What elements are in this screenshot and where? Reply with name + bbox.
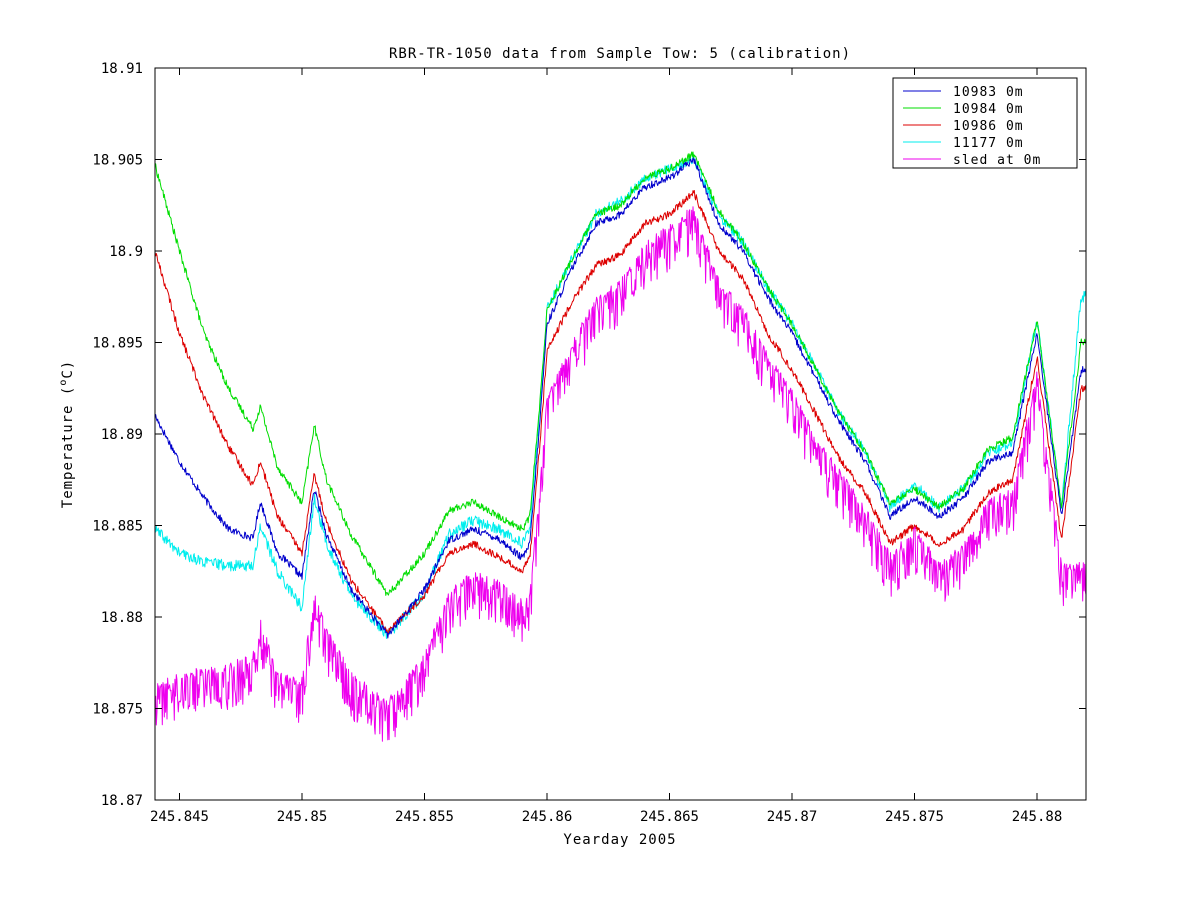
series-line-5 — [155, 206, 1086, 742]
y-tick-label: 18.88 — [101, 610, 143, 626]
x-tick-label: 245.85 — [277, 809, 328, 825]
x-tick-label: 245.87 — [767, 809, 818, 825]
x-tick-label: 245.845 — [150, 809, 209, 825]
legend: 10983 0m 10984 0m 10986 0m 11177 0m sled at … — [892, 77, 1078, 169]
x-axis: 245.845 245.85 245.855 245.86 245.865 245.87 2… — [150, 68, 1062, 825]
legend-box — [892, 77, 1078, 169]
legend-label: 10983 0m — [953, 85, 1024, 100]
x-tick-label: 245.875 — [885, 809, 944, 825]
y-axis-label: Temperature (oC) — [58, 360, 76, 508]
y-tick-label: 18.905 — [92, 153, 143, 169]
y-axis-label-text: Temperature ( — [60, 386, 76, 509]
y-tick-label: 18.885 — [92, 519, 143, 535]
y-axis: 18.87 18.875 18.88 18.885 18.89 18.895 18.9 18.… — [92, 61, 1086, 809]
series-line-2 — [155, 151, 1086, 596]
y-tick-label: 18.895 — [92, 336, 143, 352]
series-line-3 — [155, 190, 1086, 635]
y-tick-label: 18.89 — [101, 427, 143, 443]
x-tick-label: 245.865 — [640, 809, 699, 825]
y-tick-label: 18.875 — [92, 702, 143, 718]
y-tick-label: 18.91 — [101, 61, 143, 77]
chart-title: RBR-TR-1050 data from Sample Tow: 5 (cal… — [389, 46, 851, 62]
x-tick-label: 245.855 — [395, 809, 454, 825]
x-axis-label: Yearday 2005 — [563, 832, 676, 848]
y-tick-label: 18.87 — [101, 793, 143, 809]
y-tick-label: 18.9 — [109, 244, 143, 260]
legend-label: 11177 0m — [953, 136, 1024, 151]
legend-label: 10986 0m — [953, 119, 1024, 134]
series-line-1 — [155, 157, 1086, 639]
legend-label: 10984 0m — [953, 102, 1024, 117]
series-line-4 — [155, 154, 1086, 639]
legend-label: sled at 0m — [953, 153, 1041, 168]
y-axis-label-unit: C) — [60, 360, 76, 379]
x-tick-label: 245.88 — [1012, 809, 1063, 825]
series-layer — [155, 151, 1086, 742]
y-axis-label-degree: o — [58, 379, 69, 386]
x-tick-label: 245.86 — [522, 809, 573, 825]
plot-area-frame — [154, 67, 1087, 801]
